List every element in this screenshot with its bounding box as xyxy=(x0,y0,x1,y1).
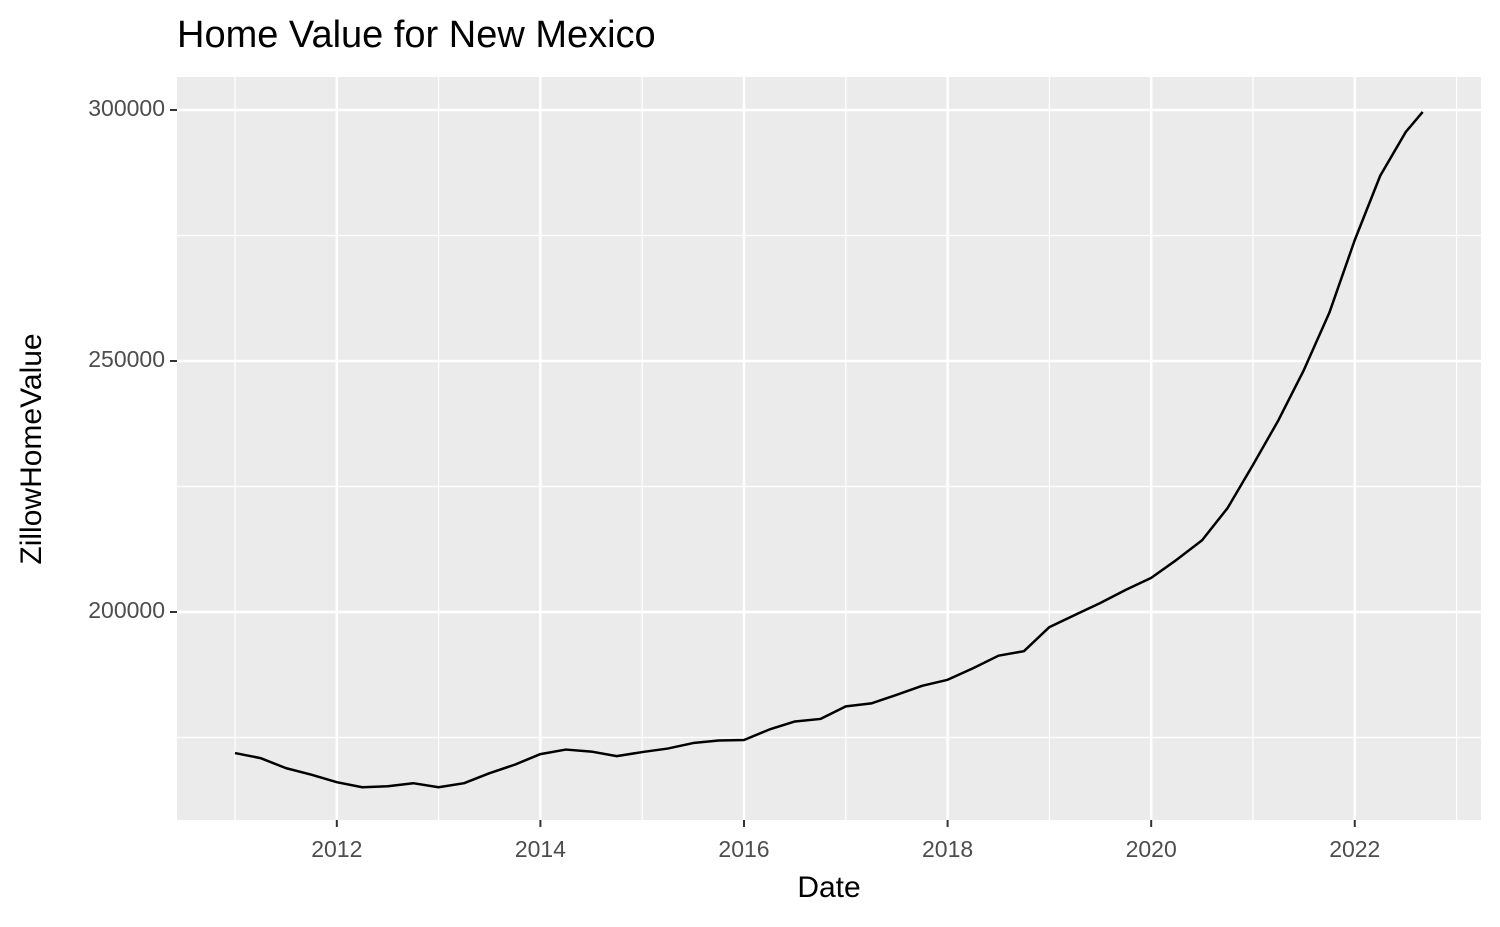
y-tick-label: 250000 xyxy=(88,346,165,372)
line xyxy=(234,111,1424,789)
y-tick-label: 300000 xyxy=(88,95,165,121)
x-axis-label: Date xyxy=(797,871,860,904)
x-tick-label: 2020 xyxy=(1126,836,1177,862)
chart-title: Home Value for New Mexico xyxy=(177,14,656,56)
y-axis-label: ZillowHomeValue xyxy=(15,333,48,564)
x-tick-label: 2016 xyxy=(718,836,769,862)
y-tick-label: 200000 xyxy=(88,597,165,623)
x-tick-label: 2018 xyxy=(922,836,973,862)
panel xyxy=(177,77,1481,820)
x-tick-label: 2022 xyxy=(1329,836,1380,862)
x-tick-label: 2012 xyxy=(311,836,362,862)
x-tick-label: 2014 xyxy=(515,836,566,862)
